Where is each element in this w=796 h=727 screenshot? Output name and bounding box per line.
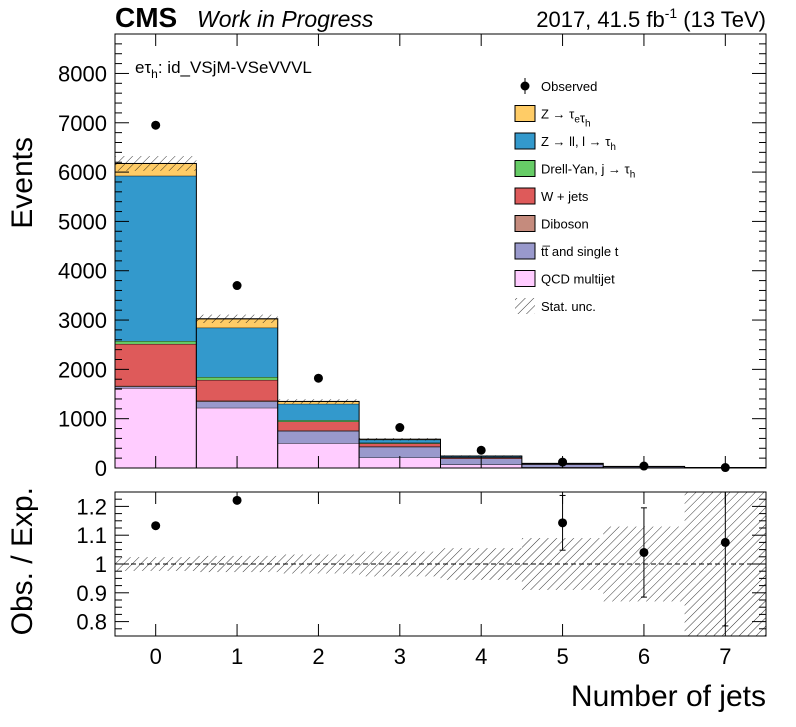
legend-label-wjets: W + jets	[541, 189, 589, 204]
x-tick-label-4: 4	[475, 644, 487, 669]
x-tick-label-7: 7	[719, 644, 731, 669]
y-axis-title: Events	[6, 137, 39, 229]
bar-wjets-3	[359, 443, 440, 446]
legend-label-dy_jfake: Drell-Yan, j → τh	[541, 162, 635, 181]
legend-item-wjets: W + jets	[515, 188, 589, 204]
legend-item-zll: Z → ll, l → τh	[515, 133, 616, 153]
ratio-y-tick-label-3: 1.1	[76, 523, 107, 548]
x-axis-title: Number of jets	[571, 680, 766, 713]
bar-ttbar-1	[196, 401, 277, 407]
legend-label-observed: Observed	[541, 79, 597, 94]
lumi-label: 2017, 41.5 fb-1 (13 TeV)	[536, 5, 766, 32]
y-tick-label-1000: 1000	[58, 407, 107, 432]
x-tick-label-3: 3	[394, 644, 406, 669]
ratio-y-tick-label-4: 1.2	[76, 494, 107, 519]
legend-label-qcd: QCD multijet	[541, 272, 615, 287]
observed-point-0	[151, 121, 160, 130]
legend-item-qcd: QCD multijet	[515, 271, 615, 287]
legend-item-ttbar: tt̅ and single t	[515, 243, 619, 259]
legend-swatch-dy_jfake	[515, 161, 535, 177]
stat-unc-1	[196, 315, 277, 323]
legend-swatch-unc	[515, 298, 535, 314]
ratio-y-tick-label-1: 0.9	[76, 581, 107, 606]
y-tick-label-7000: 7000	[58, 111, 107, 136]
legend-item-ztt: Z → τeτh	[515, 106, 591, 130]
legend-swatch-qcd	[515, 271, 535, 287]
ratio-point-7	[721, 538, 730, 547]
y-tick-label-0: 0	[95, 456, 107, 481]
y-tick-label-8000: 8000	[58, 61, 107, 86]
x-tick-label-2: 2	[312, 644, 324, 669]
y-tick-label-2000: 2000	[58, 357, 107, 382]
legend-label-diboson: Diboson	[541, 217, 589, 232]
ratio-point-5	[558, 518, 567, 527]
ratio-point-0	[151, 521, 160, 530]
y-tick-label-6000: 6000	[58, 160, 107, 185]
stat-unc-3	[359, 438, 440, 440]
bar-zll-1	[196, 328, 277, 377]
bar-zll-2	[278, 404, 359, 420]
bar-wjets-2	[278, 422, 359, 431]
ratio-unc-band	[115, 492, 766, 636]
bar-dy_jfake-1	[196, 377, 277, 380]
legend-swatch-ttbar	[515, 243, 535, 259]
observed-point-4	[477, 446, 486, 455]
y-tick-label-3000: 3000	[58, 308, 107, 333]
observed-point-2	[314, 374, 323, 383]
legend-swatch-ztt	[515, 106, 535, 122]
observed-point-1	[233, 281, 242, 290]
y-tick-label-5000: 5000	[58, 209, 107, 234]
legend-label-unc: Stat. unc.	[541, 299, 596, 314]
legend-swatch-wjets	[515, 188, 535, 204]
legend-item-observed: Observed	[521, 78, 598, 94]
y-tick-label-4000: 4000	[58, 259, 107, 284]
bar-zll-0	[115, 176, 196, 341]
observed-point-3	[395, 423, 404, 432]
ratio-y-tick-label-2: 1	[95, 552, 107, 577]
ratio-point-6	[639, 548, 648, 557]
legend-item-unc: Stat. unc.	[515, 298, 596, 314]
legend-label-ttbar: tt̅ and single t	[541, 244, 619, 259]
bar-wjets-1	[196, 380, 277, 401]
legend-label-zll: Z → ll, l → τh	[541, 134, 616, 153]
status-label: Work in Progress	[197, 6, 374, 32]
bar-dy_jfake-0	[115, 341, 196, 344]
x-tick-label-1: 1	[231, 644, 243, 669]
x-tick-label-0: 0	[150, 644, 162, 669]
x-tick-label-6: 6	[638, 644, 650, 669]
legend-swatch-diboson	[515, 216, 535, 232]
bar-wjets-0	[115, 344, 196, 386]
channel-label: eτh: id_VSjM-VSeVVVL	[135, 58, 312, 81]
legend-marker-observed	[521, 82, 530, 91]
stat-unc-2	[278, 399, 359, 403]
legend-item-dy_jfake: Drell-Yan, j → τh	[515, 161, 635, 181]
ratio-y-axis-title: Obs. / Exp.	[6, 487, 39, 635]
legend-swatch-zll	[515, 133, 535, 149]
legend-item-diboson: Diboson	[515, 216, 589, 232]
stat-unc-0	[115, 156, 196, 171]
legend-label-ztt: Z → τeτh	[541, 107, 591, 130]
bar-ttbar-2	[278, 431, 359, 443]
x-tick-label-5: 5	[556, 644, 568, 669]
cms-logo: CMS	[115, 2, 177, 33]
ratio-y-tick-label-0: 0.8	[76, 610, 107, 635]
legend: Observed Z → τeτh Z → ll, l → τh Drell-Yan,…	[515, 78, 635, 314]
